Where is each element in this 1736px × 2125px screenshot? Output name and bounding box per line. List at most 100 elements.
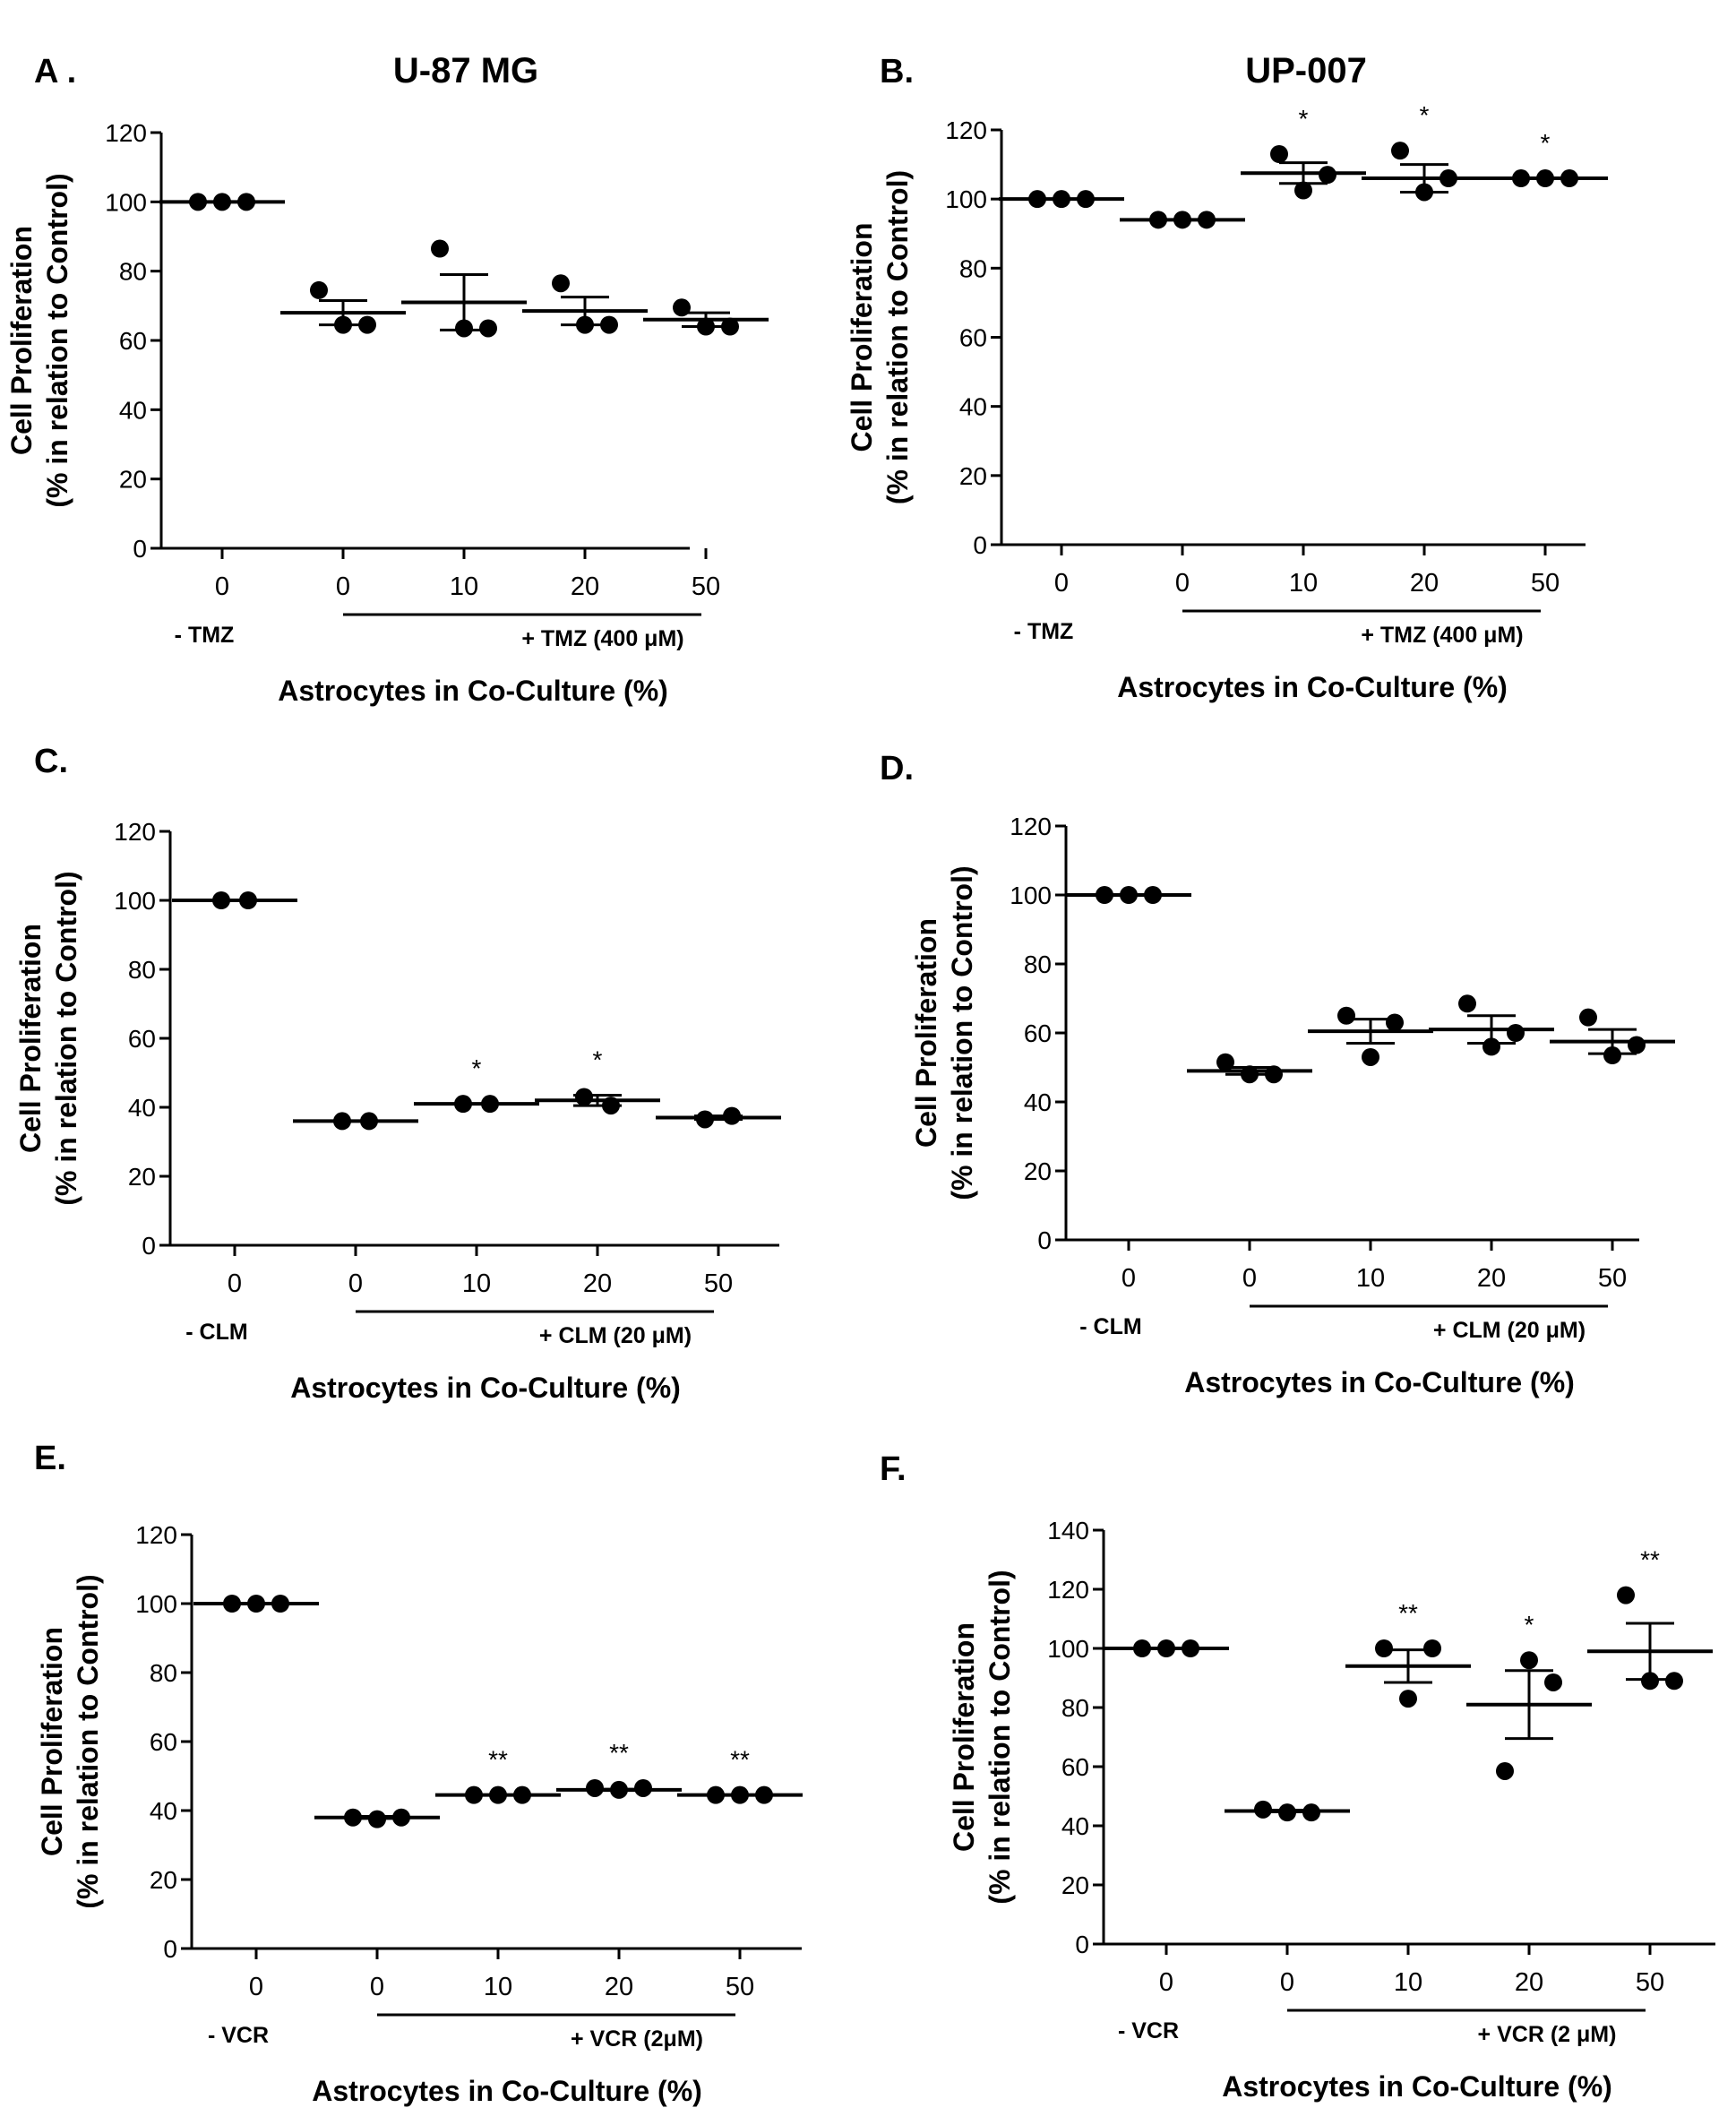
y-axis-title-line1: Cell Proliferation — [846, 222, 878, 452]
y-tick-label: 120 — [105, 119, 147, 147]
x-tick-label: 20 — [1477, 1264, 1506, 1293]
y-tick-label: 80 — [128, 956, 156, 984]
data-group: ** — [677, 1746, 803, 1804]
data-point — [479, 319, 497, 338]
x-tick-label: 0 — [336, 572, 350, 601]
y-axis-title-line2: (% in relation to Control) — [946, 865, 978, 1200]
data-group — [159, 193, 285, 211]
data-point — [1399, 1690, 1417, 1708]
x-axis-title: Astrocytes in Co-Culture (%) — [278, 675, 668, 707]
data-group — [293, 1112, 418, 1131]
significance-mark: * — [593, 1046, 603, 1074]
y-tick-label: 40 — [1024, 1088, 1052, 1116]
data-point — [552, 274, 570, 293]
data-point — [1270, 145, 1288, 164]
y-tick-label: 0 — [142, 1232, 156, 1260]
data-point — [1458, 994, 1476, 1013]
y-tick-label: 80 — [1061, 1694, 1089, 1722]
y-tick-label: 120 — [135, 1521, 177, 1549]
significance-mark: ** — [1398, 1599, 1418, 1627]
significance-mark: ** — [488, 1746, 508, 1774]
panel-letter: B. — [880, 53, 914, 90]
data-point — [1579, 1008, 1597, 1027]
significance-mark: * — [1299, 105, 1309, 133]
treatment-label: + VCR (2 μM) — [1478, 2022, 1617, 2047]
y-axis-title-line2: (% in relation to Control) — [41, 173, 73, 507]
y-axis-title-line1: Cell Proliferation — [36, 1627, 68, 1856]
data-group: ** — [435, 1746, 561, 1804]
data-group — [656, 1106, 781, 1129]
y-tick-label: 100 — [114, 887, 156, 915]
data-group: * — [1466, 1611, 1592, 1780]
significance-mark: ** — [730, 1746, 750, 1774]
data-group: * — [1482, 129, 1608, 188]
y-tick-label: 120 — [1010, 813, 1052, 840]
panel-letter: F. — [880, 1450, 907, 1488]
y-tick-label: 20 — [150, 1866, 177, 1894]
x-axis-title: Astrocytes in Co-Culture (%) — [1184, 1366, 1575, 1398]
y-tick-label: 60 — [119, 327, 147, 355]
x-tick-label: 10 — [1394, 1968, 1422, 1997]
treatment-label: + TMZ (400 μM) — [521, 626, 683, 651]
x-tick-label: 0 — [228, 1269, 242, 1298]
x-tick-label: 50 — [1598, 1264, 1627, 1293]
x-tick-label: 10 — [1289, 569, 1318, 598]
y-tick-label: 100 — [1047, 1635, 1089, 1663]
control-label: - VCR — [1118, 2018, 1179, 2043]
data-point — [1507, 1024, 1525, 1042]
y-tick-label: 60 — [128, 1025, 156, 1053]
y-tick-label: 120 — [1047, 1576, 1089, 1604]
data-point — [1375, 1639, 1393, 1657]
y-axis-title-line2: (% in relation to Control) — [72, 1574, 104, 1908]
x-tick-label: 0 — [215, 572, 229, 601]
x-tick-label: 0 — [1242, 1264, 1257, 1293]
data-group — [999, 190, 1124, 209]
y-tick-label: 80 — [959, 254, 987, 282]
x-tick-label: 10 — [484, 1973, 512, 2001]
y-tick-label: 60 — [959, 324, 987, 352]
x-axis-title: Astrocytes in Co-Culture (%) — [1222, 2070, 1612, 2103]
x-tick-label: 10 — [450, 572, 478, 601]
x-tick-label: 20 — [605, 1973, 633, 2001]
data-point — [1641, 1672, 1659, 1691]
data-point — [1294, 181, 1312, 200]
chart-title: UP-007 — [1245, 51, 1367, 90]
y-tick-label: 80 — [1024, 951, 1052, 978]
x-tick-label: 0 — [1175, 569, 1190, 598]
y-tick-label: 100 — [105, 188, 147, 216]
y-tick-label: 40 — [150, 1797, 177, 1825]
panel-f: F. 0 20 40 60 80 100 120 140 0 0 10 20 50 - VCR + VCR (… — [880, 1450, 1715, 2103]
y-tick-label: 0 — [1037, 1226, 1052, 1254]
x-axis-title: Astrocytes in Co-Culture (%) — [290, 1372, 681, 1404]
y-tick-label: 60 — [1061, 1753, 1089, 1781]
y-tick-label: 80 — [119, 258, 147, 286]
significance-mark: * — [1420, 101, 1430, 129]
data-group — [401, 239, 527, 338]
control-label: - VCR — [208, 2023, 269, 2048]
y-tick-label: 80 — [150, 1659, 177, 1687]
x-tick-label: 20 — [1410, 569, 1439, 598]
y-tick-label: 120 — [945, 116, 987, 144]
y-tick-label: 20 — [119, 466, 147, 494]
control-label: - CLM — [185, 1320, 247, 1345]
data-group — [522, 274, 648, 334]
data-point — [1423, 1639, 1441, 1657]
y-tick-label: 20 — [128, 1163, 156, 1191]
y-tick-label: 60 — [150, 1728, 177, 1756]
data-group: * — [535, 1046, 660, 1115]
y-tick-label: 20 — [959, 462, 987, 490]
x-tick-label: 50 — [1531, 569, 1560, 598]
panel-c: C. 0 20 40 60 80 100 120 0 0 10 20 50 - CLM + CLM (20 … — [14, 743, 781, 1404]
x-axis-title: Astrocytes in Co-Culture (%) — [312, 2075, 702, 2107]
panel-d: D. 0 20 40 60 80 100 120 0 0 10 20 50 - CLM + CLM (20 … — [880, 750, 1675, 1398]
y-tick-label: 40 — [959, 393, 987, 421]
x-tick-label: 20 — [583, 1269, 612, 1298]
y-tick-label: 0 — [163, 1935, 177, 1963]
data-point — [310, 280, 328, 299]
y-tick-label: 0 — [133, 535, 147, 563]
y-axis-title-line2: (% in relation to Control) — [881, 170, 914, 504]
treatment-label: + VCR (2μM) — [571, 2026, 703, 2052]
data-group: ** — [1587, 1546, 1713, 1691]
x-tick-label: 50 — [1636, 1968, 1664, 1997]
